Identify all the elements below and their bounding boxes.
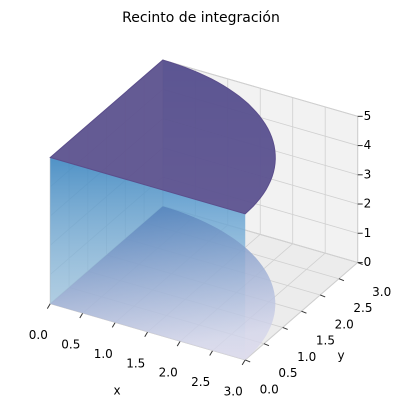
x-tick-label: 1.5 xyxy=(126,356,145,370)
x-tick-label: 1.0 xyxy=(94,347,113,361)
x-axis-label: x xyxy=(113,384,120,398)
front-wall xyxy=(50,157,246,360)
z-tick-label: 5 xyxy=(364,109,372,123)
y-tick xyxy=(319,294,326,298)
z-tick-label: 2 xyxy=(364,197,372,211)
x-tick xyxy=(46,303,51,309)
x-tick-label: 0.5 xyxy=(61,338,80,352)
x-tick-label: 2.0 xyxy=(159,366,178,380)
y-tick xyxy=(244,359,251,363)
z-tick-label: 1 xyxy=(364,226,372,240)
x-tick xyxy=(79,312,84,319)
x-tick xyxy=(176,340,181,347)
y-tick-label: 3.0 xyxy=(372,285,391,299)
y-axis-label: y xyxy=(337,349,344,363)
z-tick-label: 4 xyxy=(364,138,372,152)
x-tick xyxy=(144,331,149,338)
chart-title: Recinto de integración xyxy=(122,10,280,26)
x-tick-label: 2.5 xyxy=(191,375,210,389)
z-tick-label: 3 xyxy=(364,167,372,181)
y-tick-label: 1.5 xyxy=(316,334,335,348)
y-tick xyxy=(263,343,270,347)
y-tick-label: 2.5 xyxy=(353,301,372,315)
x-tick xyxy=(111,322,116,328)
y-tick-label: 2.0 xyxy=(335,317,354,331)
y-tick xyxy=(338,278,345,282)
y-tick xyxy=(301,310,307,314)
y-tick-label: 0.5 xyxy=(278,366,297,380)
y-tick-label: 0.0 xyxy=(260,382,279,396)
grid-line xyxy=(162,59,358,117)
x-tick xyxy=(209,350,214,356)
top-surface xyxy=(49,59,276,215)
x-tick-label: 3.0 xyxy=(224,384,243,398)
x-tick xyxy=(241,359,246,366)
x-tick-label: 0.0 xyxy=(29,328,48,342)
z-tick-label: 0 xyxy=(364,255,372,269)
y-tick xyxy=(282,326,288,330)
y-tick-label: 1.0 xyxy=(297,350,316,364)
